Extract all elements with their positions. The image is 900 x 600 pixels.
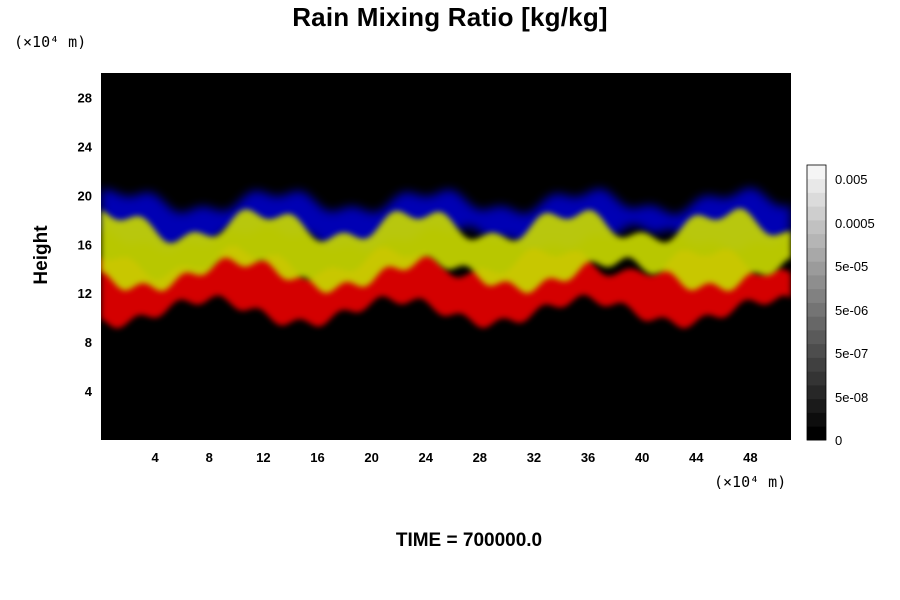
x-axis: 4 8 12 16 20 24 28 32 36 40 44 48 bbox=[152, 450, 758, 465]
x-tick-label: 40 bbox=[635, 450, 649, 465]
colorbar-tick-label: 0 bbox=[835, 433, 842, 448]
time-label: TIME = 700000.0 bbox=[395, 530, 543, 551]
colorbar-step bbox=[807, 343, 826, 358]
x-tick-label: 28 bbox=[473, 450, 487, 465]
colorbar-step bbox=[807, 192, 826, 207]
colorbar-step bbox=[807, 385, 826, 400]
x-tick-label: 48 bbox=[743, 450, 757, 465]
colorbar: 0.005 0.0005 5e-05 5e-06 5e-07 5e-08 0 bbox=[806, 164, 875, 448]
rain-layer-yellow-green bbox=[101, 208, 791, 294]
y-tick-label: 4 bbox=[85, 384, 93, 399]
colorbar-step bbox=[807, 412, 826, 427]
colorbar-tick-label: 0.005 bbox=[835, 172, 868, 187]
colorbar-frame bbox=[806, 164, 827, 441]
colorbar-step bbox=[807, 316, 826, 331]
colorbar-tick-label: 5e-05 bbox=[835, 259, 868, 274]
colorbar-step bbox=[807, 398, 826, 413]
y-tick-label: 16 bbox=[78, 237, 92, 252]
colorbar-step bbox=[807, 178, 826, 193]
y-tick-label: 28 bbox=[78, 90, 92, 105]
x-tick-label: 12 bbox=[256, 450, 270, 465]
x-tick-label: 32 bbox=[527, 450, 541, 465]
colorbar-tick-label: 5e-07 bbox=[835, 346, 868, 361]
colorbar-step bbox=[807, 288, 826, 303]
y-axis: 4 8 12 16 20 24 28 bbox=[78, 90, 93, 399]
x-tick-label: 20 bbox=[364, 450, 378, 465]
x-tick-label: 24 bbox=[418, 450, 433, 465]
y-tick-label: 12 bbox=[78, 286, 92, 301]
x-tick-label: 44 bbox=[689, 450, 704, 465]
colorbar-step bbox=[807, 302, 826, 317]
y-axis-unit: (×10⁴ m) bbox=[14, 33, 87, 51]
y-tick-label: 8 bbox=[85, 335, 92, 350]
colorbar-tick-label: 5e-06 bbox=[835, 303, 868, 318]
colorbar-step bbox=[807, 371, 826, 386]
colorbar-step bbox=[807, 426, 826, 441]
x-tick-label: 36 bbox=[581, 450, 595, 465]
x-tick-label: 16 bbox=[310, 450, 324, 465]
x-axis-unit: (×10⁴ m) bbox=[714, 473, 787, 491]
rain-field bbox=[101, 187, 791, 329]
colorbar-step bbox=[807, 261, 826, 276]
colorbar-step bbox=[807, 330, 826, 345]
x-tick-label: 8 bbox=[206, 450, 213, 465]
colorbar-step bbox=[807, 233, 826, 248]
y-tick-label: 20 bbox=[78, 188, 92, 203]
colorbar-tick-label: 5e-08 bbox=[835, 390, 868, 405]
colorbar-step bbox=[807, 220, 826, 235]
chart-title: Rain Mixing Ratio [kg/kg] bbox=[292, 2, 608, 32]
x-tick-label: 4 bbox=[152, 450, 160, 465]
colorbar-step bbox=[807, 357, 826, 372]
colorbar-step bbox=[807, 165, 826, 180]
colorbar-step bbox=[807, 275, 826, 290]
colorbar-step bbox=[807, 206, 826, 221]
colorbar-tick-label: 0.0005 bbox=[835, 216, 875, 231]
colorbar-step bbox=[807, 247, 826, 262]
y-tick-label: 24 bbox=[78, 139, 93, 154]
